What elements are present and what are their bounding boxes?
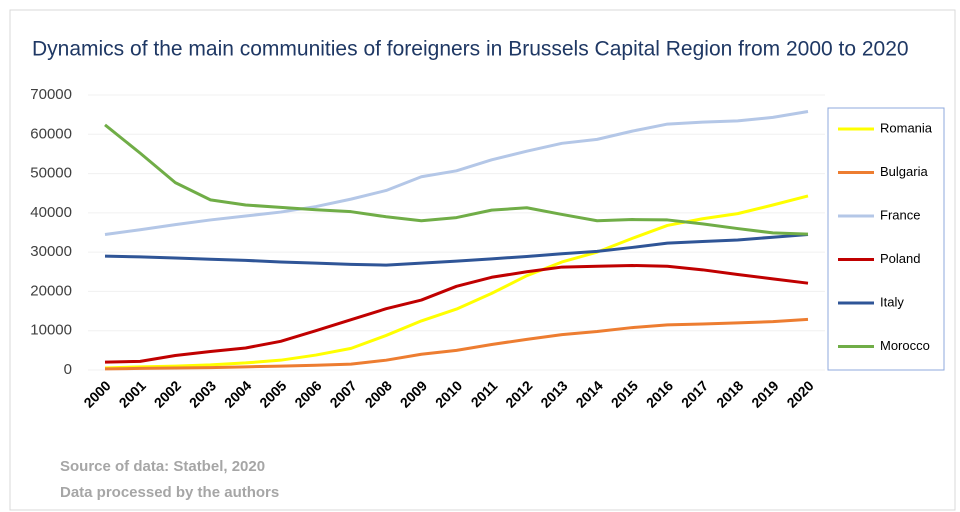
- legend-label: Romania: [880, 120, 933, 135]
- y-tick-label: 40000: [30, 204, 72, 221]
- y-tick-label: 0: [64, 361, 72, 378]
- source-note: Source of data: Statbel, 2020: [60, 458, 265, 475]
- y-tick-label: 70000: [30, 86, 72, 103]
- legend-label: France: [880, 207, 920, 222]
- line-series: [104, 232, 809, 267]
- y-tick-label: 20000: [30, 282, 72, 299]
- legend-label: Morocco: [880, 338, 930, 353]
- legend-label: Poland: [880, 251, 920, 266]
- y-tick-label: 50000: [30, 165, 72, 182]
- chart-title: Dynamics of the main communities of fore…: [32, 38, 909, 61]
- y-tick-label: 60000: [30, 125, 72, 142]
- y-tick-label: 10000: [30, 322, 72, 339]
- line-series: [104, 264, 809, 364]
- line-series: [104, 123, 809, 236]
- legend-box: [827, 107, 945, 371]
- y-tick-label: 30000: [30, 243, 72, 260]
- legend-label: Bulgaria: [880, 164, 928, 179]
- line-series: [104, 110, 809, 236]
- legend-label: Italy: [880, 294, 904, 309]
- source-note: Data processed by the authors: [60, 484, 279, 501]
- line-series: [104, 194, 809, 370]
- line-series: [104, 317, 809, 371]
